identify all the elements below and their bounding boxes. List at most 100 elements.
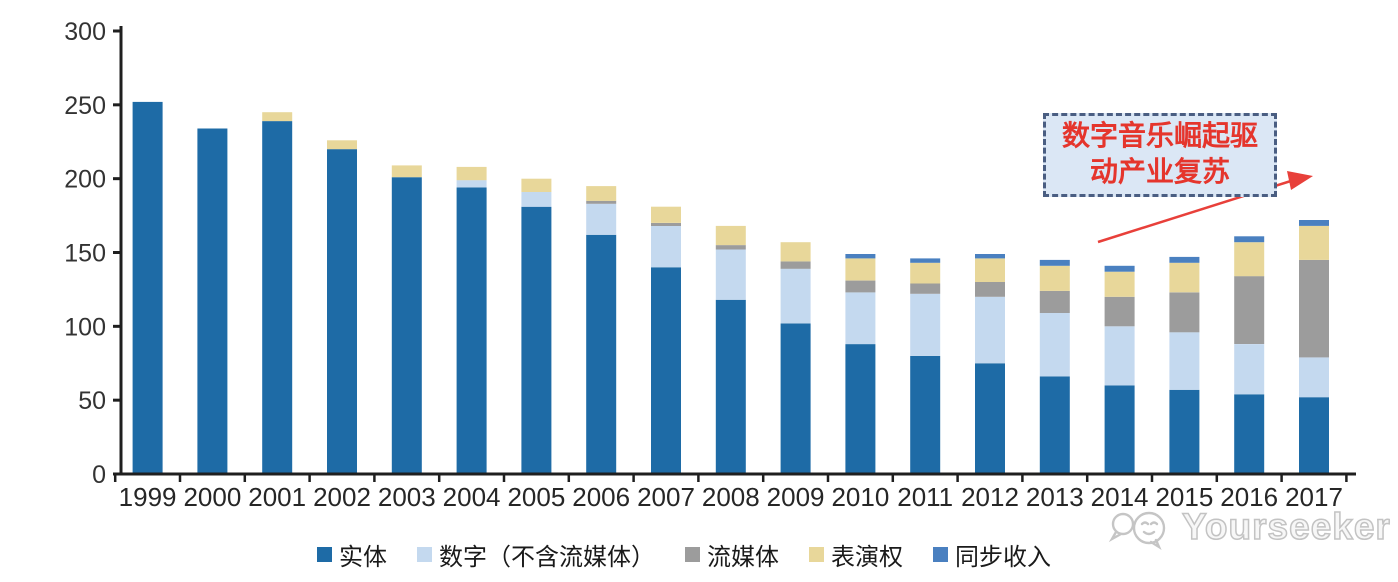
legend-item-4: 同步收入 [933,537,1051,572]
bar-segment-2007 [651,206,681,223]
bar-segment-2013 [1039,259,1070,266]
legend-label: 实体 [339,545,387,571]
bar-segment-2013 [1039,265,1070,291]
bar-segment-2007 [651,267,681,474]
bar-segment-2016 [1234,242,1265,277]
x-tick-label: 2006 [572,482,630,512]
bar-segment-2001 [262,121,293,474]
y-tick-label: 250 [64,92,106,120]
bar-segment-2012 [975,296,1005,364]
bar-segment-2003 [391,177,422,474]
x-tick-label: 2012 [961,482,1019,512]
legend-swatch [809,547,824,562]
bar-segment-2005 [521,206,552,474]
bar-segment-2013 [1039,290,1070,313]
bar-segment-2014 [1104,265,1135,272]
x-tick-label: 2011 [897,482,953,512]
watermark: Yourseeker [1106,503,1391,551]
bar-segment-1999 [132,101,163,475]
y-tick-label: 100 [64,313,106,341]
bar-segment-2009 [780,261,811,269]
x-tick-label: 2000 [183,482,241,512]
bar-segment-2005 [521,178,552,192]
bar-segment-2017 [1299,259,1329,358]
annotation-box: 数字音乐崛起驱 动产业复苏 [1043,113,1277,197]
bar-segment-2017 [1299,357,1329,398]
bar-segment-2004 [456,187,487,474]
legend-swatch [685,547,700,562]
y-tick-label: 50 [78,387,106,415]
bar-segment-2006 [586,186,617,201]
x-tick-label: 2008 [702,482,760,512]
x-tick-label: 2003 [378,482,436,512]
bar-segment-2011 [910,293,941,356]
bar-segment-2012 [975,363,1005,475]
x-tick-label: 2009 [767,482,825,512]
bar-segment-2010 [845,258,876,281]
legend-item-2: 流媒体 [685,537,779,572]
bar-segment-2009 [780,242,811,262]
x-tick-label: 2010 [831,482,889,512]
chat-bubbles-smiley-logo-icon [1108,511,1166,551]
bar-segment-2015 [1169,262,1200,293]
bar-segment-2016 [1234,236,1265,243]
legend-label: 表演权 [831,545,903,571]
chart-legend: 实体 数字（不含流媒体） 流媒体 表演权 同步收入 [0,537,1368,572]
y-tick-label: 200 [64,166,106,194]
legend-item-0: 实体 [317,537,387,572]
bar-segment-2003 [391,165,422,178]
legend-item-3: 表演权 [809,537,903,572]
bar-segment-2009 [780,268,811,324]
x-tick-label: 2005 [507,482,565,512]
bar-segment-2007 [651,223,681,226]
bar-segment-2016 [1234,276,1265,344]
bar-segment-2008 [715,225,746,246]
bar-segment-2017 [1299,225,1329,260]
legend-label: 流媒体 [707,545,779,571]
bar-segment-2013 [1039,376,1070,474]
bar-segment-2014 [1104,326,1135,386]
bar-segment-2012 [975,282,1005,297]
x-tick-label: 2001 [248,482,306,512]
bar-segment-2015 [1169,389,1200,474]
bar-segment-2006 [586,200,617,204]
bar-segment-2002 [327,149,357,474]
legend-swatch [317,547,332,562]
x-tick-label: 2014 [1091,482,1149,512]
watermark-text: Yourseeker [1181,505,1391,548]
y-tick-label: 300 [64,18,106,46]
y-tick-label: 0 [92,461,106,489]
bar-segment-2002 [327,140,357,150]
bar-segment-2007 [651,225,681,268]
legend-swatch [933,547,948,562]
annotation-arrow-head [1287,171,1313,190]
bar-segment-2014 [1104,271,1135,297]
x-tick-label: 2017 [1285,482,1343,512]
legend-swatch [417,547,432,562]
bar-segment-2009 [780,323,811,474]
bar-segment-2015 [1169,332,1200,390]
bar-segment-2011 [910,283,941,294]
bar-segment-2014 [1104,296,1135,327]
bar-segment-2013 [1039,313,1070,377]
bar-segment-2005 [521,192,552,207]
bar-segment-2010 [845,254,876,259]
bar-segment-2012 [975,258,1005,282]
bar-segment-2010 [845,280,876,293]
x-tick-label: 2002 [313,482,371,512]
bar-segment-2010 [845,292,876,345]
bar-segment-2004 [456,180,487,188]
bar-segment-2015 [1169,256,1200,263]
annotation-line1: 数字音乐崛起驱 [1061,121,1258,152]
bar-segment-2001 [262,112,293,122]
bar-segment-2014 [1104,385,1135,474]
bar-segment-2012 [975,254,1005,259]
bar-segment-2016 [1234,344,1265,395]
bar-segment-2008 [715,245,746,250]
bar-segment-2006 [586,234,617,474]
bar-segment-2011 [910,258,941,263]
x-tick-label: 2013 [1026,482,1084,512]
y-tick-label: 150 [64,240,106,268]
